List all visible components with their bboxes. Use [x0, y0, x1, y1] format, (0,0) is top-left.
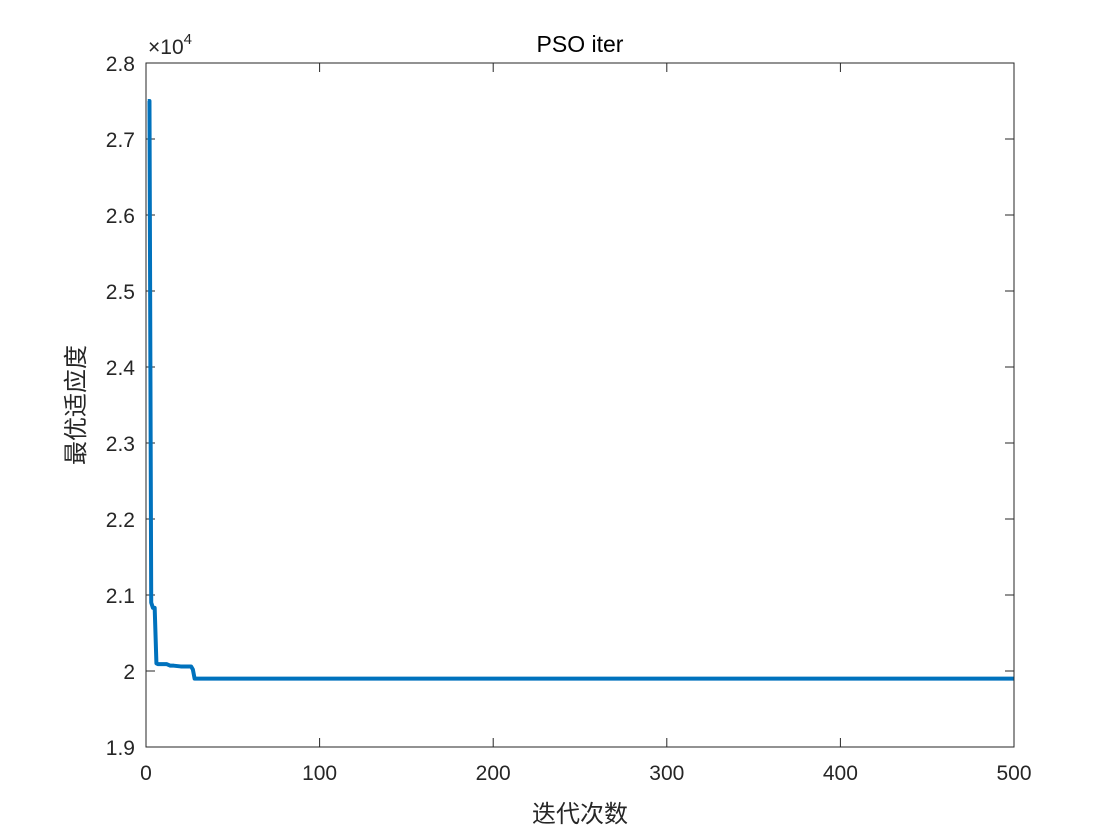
- y-tick-label: 2.7: [106, 129, 135, 152]
- y-tick-label: 2.8: [106, 53, 135, 76]
- y-multiplier-base: ×10: [148, 36, 184, 59]
- series-line: [147, 99, 1014, 681]
- y-multiplier: ×104: [148, 31, 192, 59]
- axes-box: [145, 62, 1015, 748]
- plot-area: [146, 63, 1014, 747]
- x-tick-label: 200: [476, 762, 511, 785]
- x-tick-label: 300: [649, 762, 684, 785]
- x-axis-label: 迭代次数: [532, 800, 628, 828]
- y-tick-label: 2.6: [106, 205, 135, 228]
- y-tick-label: 2.4: [106, 357, 136, 380]
- x-tick-label: 500: [996, 762, 1031, 785]
- y-tick-label: 1.9: [106, 737, 135, 760]
- y-multiplier-exponent: 4: [184, 31, 192, 48]
- chart-title: PSO iter: [537, 31, 624, 57]
- y-tick-label: 2.2: [106, 509, 135, 532]
- y-tick-label: 2.5: [106, 281, 135, 304]
- x-tick-label: 400: [823, 762, 858, 785]
- y-tick-label: 2: [123, 661, 135, 684]
- ticks-layer: 0 100 200 300 400 500 1.9 2 2.1 2.2 2.3 2.4 2.5 2.6 2.…: [106, 53, 1032, 785]
- x-tick-label: 100: [302, 762, 337, 785]
- series-layer: [147, 99, 1014, 681]
- y-tick-label: 2.1: [106, 585, 135, 608]
- x-tick-label: 0: [140, 762, 152, 785]
- y-axis-label: 最优适应度: [62, 345, 90, 465]
- y-tick-label: 2.3: [106, 433, 135, 456]
